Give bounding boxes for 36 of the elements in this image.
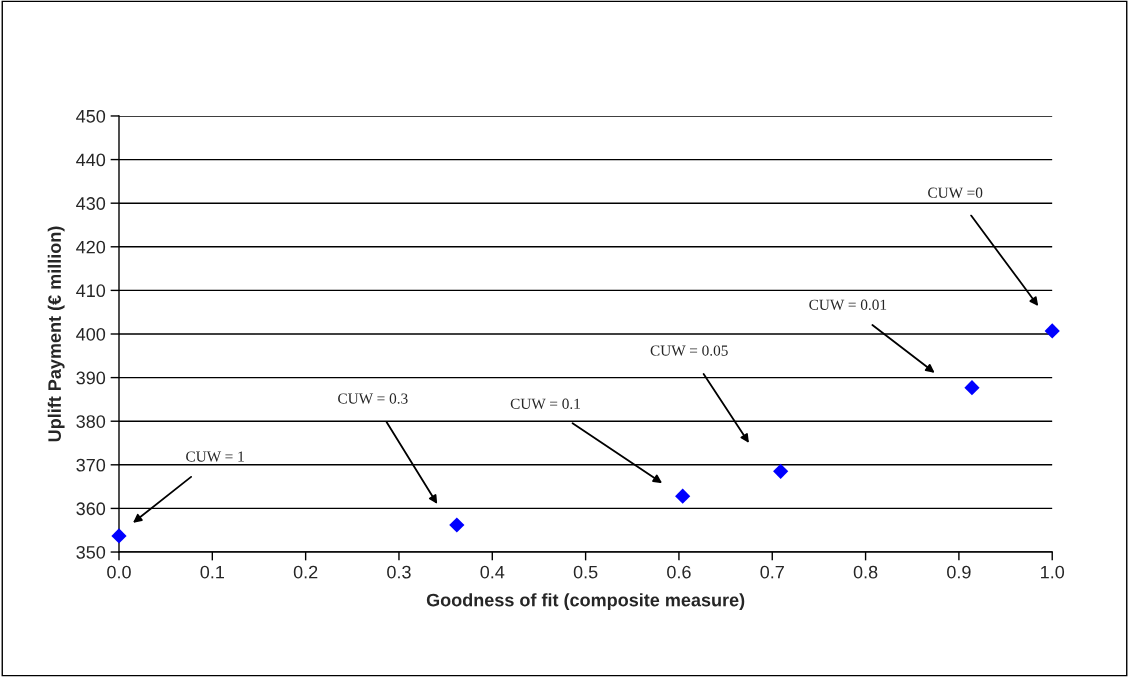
y-tick-label: 380 [76, 415, 106, 428]
y-tick-label: 420 [76, 240, 106, 254]
point [964, 380, 980, 396]
point [1044, 323, 1060, 339]
y-tick-label: 410 [76, 284, 106, 298]
x-tick-label: 0.5 [573, 565, 598, 579]
x-tick-label: 0.7 [760, 565, 784, 579]
y-axis-title: Uplift Payment (€ million) [47, 226, 65, 442]
y-tick-label: 370 [76, 458, 106, 472]
x-tick-label: 0.4 [480, 565, 505, 579]
y-tick-label: 430 [76, 197, 106, 210]
y-tick-label: 350 [76, 545, 106, 559]
annotation: CUW = 0.3 [338, 393, 408, 404]
point [449, 517, 465, 533]
x-tick-label: 0.8 [853, 565, 878, 579]
y-tick-label: 450 [76, 109, 106, 123]
x-tick-label: 1.0 [1041, 565, 1065, 579]
annotation: CUW = 1 [186, 451, 244, 462]
x-tick-label: 0.9 [947, 565, 971, 579]
y-tick-label: 360 [76, 502, 106, 516]
annotation: CUW = 0.01 [809, 299, 887, 310]
x-tick-label: 0.3 [387, 565, 411, 579]
point [773, 463, 789, 479]
x-axis-title: Goodness of fit (composite measure) [426, 593, 745, 610]
x-tick-label: 0.0 [107, 565, 131, 579]
x-tick-label: 0.1 [200, 565, 224, 579]
annotation: CUW = 0.05 [650, 345, 728, 356]
annotation: CUW = 0.1 [510, 398, 580, 409]
point [675, 488, 691, 504]
x-tick-label: 0.2 [293, 565, 318, 579]
x-tick-label: 0.6 [667, 565, 691, 579]
annotation: CUW =0 [928, 187, 983, 198]
y-tick-label: 440 [76, 153, 106, 167]
y-tick-label: 400 [76, 327, 106, 341]
point [111, 528, 127, 544]
y-tick-label: 390 [76, 371, 106, 385]
